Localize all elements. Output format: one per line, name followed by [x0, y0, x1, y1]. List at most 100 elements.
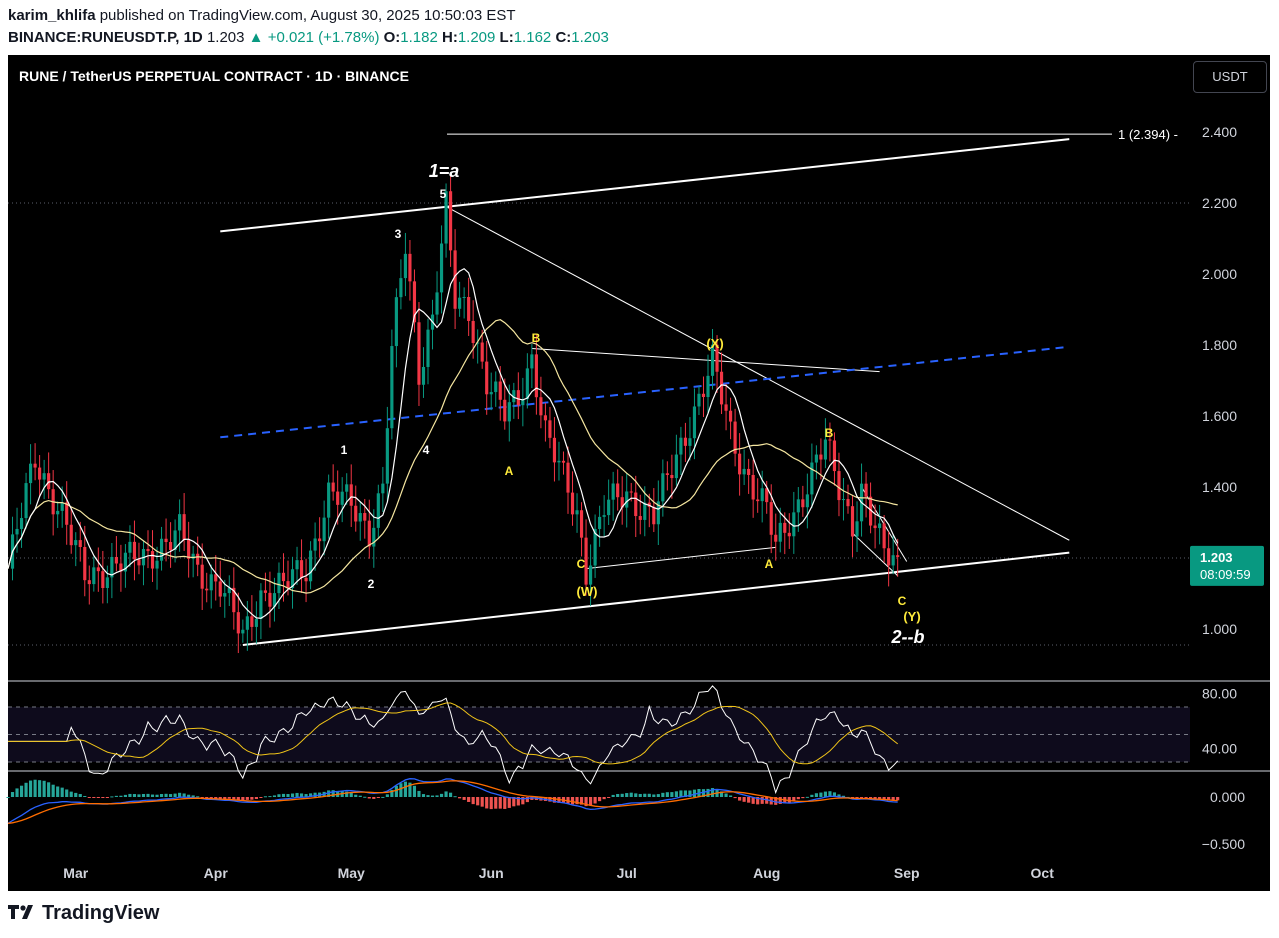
- macd-histogram-bar: [173, 793, 177, 797]
- tradingview-logo-icon: [8, 902, 38, 925]
- candle-body: [792, 512, 796, 537]
- macd-histogram-bar: [137, 794, 141, 797]
- macd-histogram-bar: [169, 794, 173, 797]
- candle-body: [507, 402, 511, 422]
- macd-histogram-bar: [873, 797, 877, 799]
- candle-body: [832, 440, 837, 472]
- candle-body: [417, 322, 421, 385]
- macd-histogram-bar: [15, 788, 19, 797]
- macd-histogram-bar: [570, 797, 575, 805]
- candle-body: [205, 588, 209, 591]
- publish-info: published on TradingView.com, August 30,…: [99, 7, 516, 24]
- candle-body: [733, 421, 737, 454]
- macd-histogram-bar: [629, 792, 633, 797]
- macd-histogram-bar: [141, 793, 146, 797]
- macd-histogram-bar: [381, 796, 385, 798]
- wave-label: (Y): [903, 609, 920, 624]
- candle-body: [236, 612, 240, 634]
- macd-histogram-bar: [254, 797, 258, 800]
- candle-body: [787, 532, 791, 537]
- macd-histogram-bar: [96, 797, 100, 798]
- macd-histogram-bar: [674, 791, 678, 797]
- candle-body: [783, 522, 787, 533]
- candle-body: [74, 540, 78, 546]
- macd-histogram-bar: [178, 792, 182, 797]
- candle-body: [489, 392, 493, 395]
- candle-body: [724, 404, 728, 411]
- candle-body: [349, 484, 353, 506]
- macd-histogram-bar: [38, 780, 42, 797]
- macd-histogram-bar: [412, 785, 417, 797]
- macd-histogram-bar: [223, 797, 227, 800]
- candle-body: [575, 510, 579, 515]
- macd-histogram-bar: [882, 797, 886, 800]
- candle-body: [128, 541, 132, 553]
- macd-histogram-bar: [327, 790, 331, 797]
- candle-body: [530, 354, 534, 369]
- macd-histogram-bar: [729, 795, 733, 797]
- macd-histogram-bar: [78, 794, 82, 797]
- macd-histogram-bar: [74, 792, 78, 797]
- macd-histogram-bar: [503, 797, 507, 809]
- macd-histogram-bar: [399, 783, 403, 797]
- candle-body: [561, 460, 566, 463]
- price-tick-label: 1.000: [1202, 621, 1237, 637]
- time-tick-label: May: [338, 865, 365, 881]
- last-price-tag-value: 1.203: [1200, 550, 1233, 565]
- macd-histogram-bar: [227, 797, 231, 799]
- tradingview-footer[interactable]: TradingView: [8, 902, 159, 925]
- candle-body: [620, 497, 624, 508]
- macd-tick-label: −0.500: [1202, 836, 1245, 852]
- candle-body: [855, 521, 859, 537]
- candle-body: [381, 483, 385, 494]
- publish-line: karim_khlifa published on TradingView.co…: [8, 7, 516, 24]
- candle-body: [191, 553, 195, 559]
- macd-histogram-bar: [69, 791, 73, 797]
- candle-body: [123, 552, 127, 572]
- macd-histogram-bar: [710, 788, 715, 797]
- macd-histogram-bar: [512, 797, 516, 807]
- candle-body: [390, 346, 394, 429]
- candle-body: [209, 574, 213, 591]
- macd-tick-label: 0.000: [1210, 789, 1245, 805]
- macd-histogram-bar: [476, 797, 480, 806]
- macd-histogram-bar: [462, 797, 466, 800]
- wxy-base-line: [586, 546, 776, 570]
- time-tick-label: Apr: [204, 865, 229, 881]
- macd-histogram-bar: [760, 797, 764, 804]
- macd-histogram-bar: [403, 781, 407, 797]
- high-value: 1.209: [457, 29, 496, 46]
- candle-body: [850, 506, 855, 537]
- candle-body: [146, 548, 150, 552]
- currency-button[interactable]: USDT: [1193, 61, 1267, 93]
- candle-body: [376, 493, 380, 528]
- candle-body: [83, 547, 87, 581]
- candle-body: [214, 574, 218, 582]
- candle-body: [435, 292, 439, 315]
- macd-histogram-bar: [218, 797, 222, 800]
- macd-histogram-bar: [602, 797, 606, 800]
- wave-label: 5: [440, 187, 447, 201]
- candle-body: [570, 492, 575, 515]
- macd-histogram-bar: [19, 785, 24, 797]
- candle-body: [250, 616, 254, 627]
- macd-histogram-bar: [408, 782, 412, 797]
- candle-body: [498, 381, 502, 400]
- macd-histogram-bar: [467, 797, 471, 802]
- publisher-name[interactable]: karim_khlifa: [8, 7, 96, 24]
- candle-body: [29, 463, 33, 484]
- candle-body: [196, 553, 200, 565]
- candle-body: [232, 587, 236, 613]
- macd-histogram-bar: [29, 780, 33, 797]
- macd-histogram-bar: [150, 794, 155, 797]
- macd-histogram-bar: [891, 797, 895, 801]
- candle-body: [661, 473, 665, 502]
- macd-histogram-bar: [837, 794, 841, 797]
- candle-body: [774, 534, 778, 542]
- candle-body: [69, 524, 73, 546]
- wave-label: (X): [706, 336, 723, 351]
- macd-histogram-bar: [665, 792, 669, 797]
- macd-histogram-bar: [841, 795, 846, 797]
- candle-body: [200, 564, 204, 589]
